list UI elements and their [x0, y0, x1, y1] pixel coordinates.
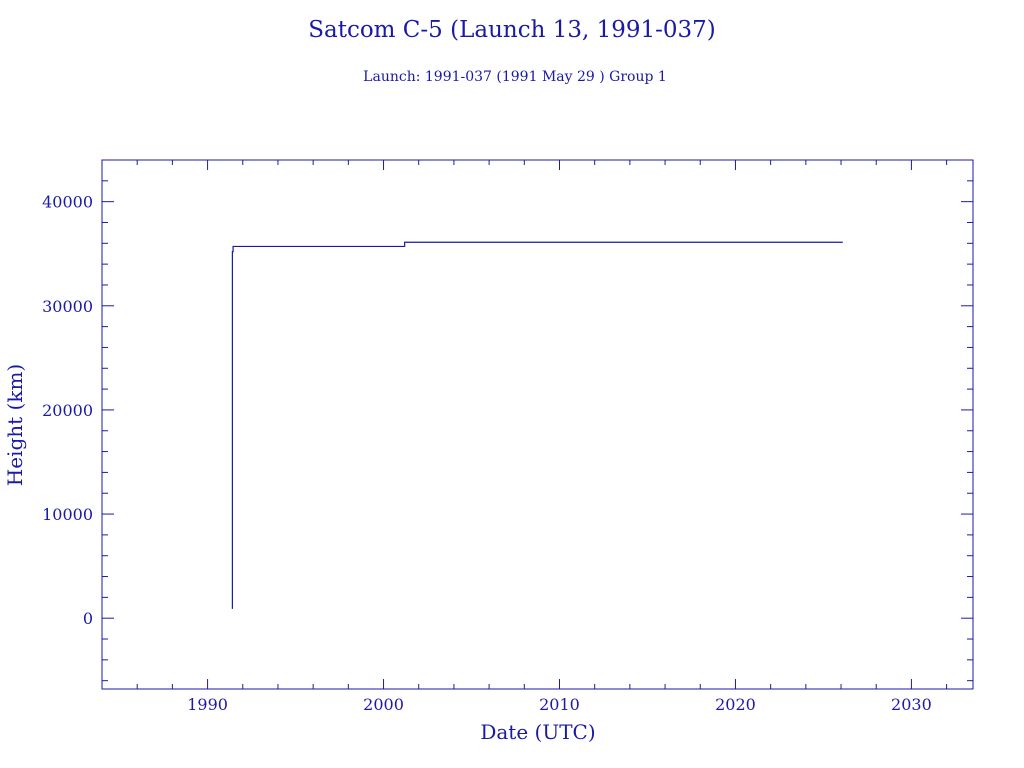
- x-tick-label: 2010: [539, 695, 580, 714]
- x-tick-labels: 1990 2000 2010 2020 2030: [187, 695, 932, 714]
- x-tick-label: 2000: [363, 695, 404, 714]
- y-tick-label: 30000: [42, 297, 93, 316]
- chart-title: Satcom C-5 (Launch 13, 1991-037): [308, 17, 716, 43]
- chart-subtitle: Launch: 1991-037 (1991 May 29 ) Group 1: [363, 69, 667, 85]
- x-axis-label: Date (UTC): [480, 720, 595, 744]
- axis-ticks: [102, 159, 973, 689]
- y-axis-label: Height (km): [3, 364, 27, 486]
- y-tick-labels: 0 10000 20000 30000 40000: [42, 193, 93, 629]
- y-tick-label: 0: [83, 609, 93, 628]
- y-tick-label: 10000: [42, 505, 93, 524]
- x-tick-label: 2020: [715, 695, 756, 714]
- y-tick-label: 40000: [42, 193, 93, 212]
- series-layer: [231, 241, 843, 609]
- y-tick-label: 20000: [42, 401, 93, 420]
- x-tick-label: 2030: [891, 695, 932, 714]
- height-series-line: [231, 241, 843, 609]
- x-tick-label: 1990: [187, 695, 228, 714]
- plot-frame: [101, 159, 974, 690]
